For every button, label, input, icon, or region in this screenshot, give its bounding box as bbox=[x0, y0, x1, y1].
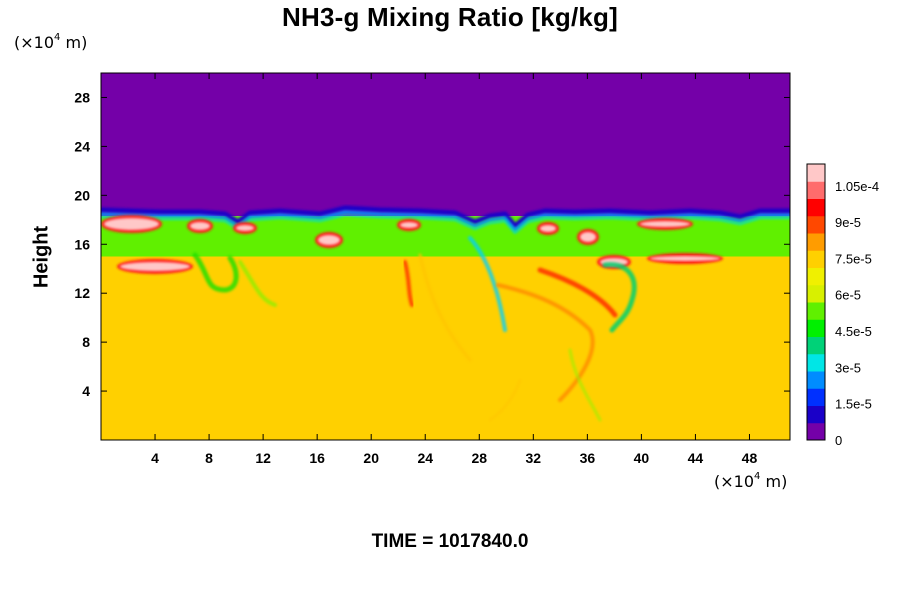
y-tick-label: 12 bbox=[74, 285, 90, 301]
colorbar-tick-label: 7.5e-5 bbox=[835, 251, 872, 266]
plume-1 bbox=[192, 252, 239, 293]
hot-core-11 bbox=[650, 256, 720, 261]
colorbar-tick-label: 3e-5 bbox=[835, 360, 861, 375]
x-tick-label: 48 bbox=[742, 450, 758, 466]
colorbar-segment bbox=[807, 388, 825, 406]
time-annotation: TIME = 1017840.0 bbox=[371, 531, 529, 552]
plume-6 bbox=[537, 267, 618, 318]
hot-core-6 bbox=[540, 225, 556, 232]
y-tick-label: 8 bbox=[82, 334, 90, 350]
colorbar-segment bbox=[807, 284, 825, 303]
boundary-dark bbox=[101, 205, 790, 229]
colorbar-tick-label: 1.5e-5 bbox=[835, 397, 872, 412]
boundary-blue bbox=[101, 210, 790, 232]
colorbar-frame bbox=[806, 163, 826, 441]
colorbar-segment bbox=[807, 267, 825, 286]
plume-7 bbox=[602, 262, 637, 333]
colorbar-tick-label: 9e-5 bbox=[835, 215, 861, 230]
colorbar-segment bbox=[807, 371, 825, 389]
colorbar-segment bbox=[807, 405, 825, 424]
x-tick-label: 4 bbox=[151, 450, 159, 466]
colorbar-tick-label: 6e-5 bbox=[835, 288, 861, 303]
colorbar-segment bbox=[807, 422, 825, 441]
hot-core-8 bbox=[640, 221, 690, 227]
hot-core-1 bbox=[104, 218, 159, 230]
hot-core-4 bbox=[318, 235, 340, 245]
colorbar-segment bbox=[807, 302, 825, 320]
field-region-3 bbox=[101, 256, 790, 440]
x-tick-label: 28 bbox=[471, 450, 487, 466]
colorbar-tick-label: 0 bbox=[835, 433, 842, 448]
hot-core-3 bbox=[236, 225, 254, 231]
plume-3 bbox=[418, 253, 472, 362]
colorbar-segment bbox=[807, 181, 825, 199]
field-structure bbox=[101, 205, 790, 422]
hot-core-7 bbox=[580, 232, 596, 242]
colorbar-segment bbox=[807, 164, 825, 182]
plume-2 bbox=[238, 260, 277, 307]
colorbar-segment bbox=[807, 336, 825, 355]
hot-core-2 bbox=[190, 222, 210, 230]
y-tick-label: 20 bbox=[74, 187, 90, 203]
x-tick-label: 12 bbox=[255, 450, 271, 466]
plume-9 bbox=[568, 348, 602, 422]
colorbar-tick-label: 1.05e-4 bbox=[835, 179, 879, 194]
x-tick-label: 24 bbox=[417, 450, 433, 466]
colorbar-segment bbox=[807, 198, 825, 217]
x-tick-label: 32 bbox=[526, 450, 542, 466]
x-unit-label: (×104 m) bbox=[714, 470, 788, 491]
colorbar-segment bbox=[807, 250, 825, 268]
x-tick-label: 20 bbox=[363, 450, 379, 466]
plot-frame bbox=[100, 72, 791, 441]
x-tick-label: 16 bbox=[309, 450, 325, 466]
field-region-1 bbox=[101, 73, 790, 217]
x-tick-label: 44 bbox=[688, 450, 704, 466]
colorbar-segment bbox=[807, 215, 825, 234]
hot-core-10 bbox=[120, 262, 190, 271]
plume-10 bbox=[489, 379, 521, 421]
colorbar-segment bbox=[807, 353, 825, 372]
colorbar-segment bbox=[807, 233, 825, 251]
y-unit-label: (×104 m) bbox=[14, 31, 88, 52]
hot-core-5 bbox=[400, 222, 418, 228]
x-tick-label: 40 bbox=[634, 450, 650, 466]
plume-4 bbox=[468, 236, 507, 332]
x-tick-label: 36 bbox=[580, 450, 596, 466]
y-tick-label: 16 bbox=[74, 236, 90, 252]
y-tick-label: 24 bbox=[74, 138, 90, 154]
y-tick-label: 4 bbox=[82, 383, 90, 399]
colorbar-segment bbox=[807, 319, 825, 337]
colorbar-tick-label: 4.5e-5 bbox=[835, 324, 872, 339]
x-tick-label: 8 bbox=[205, 450, 213, 466]
plume-8 bbox=[403, 260, 414, 307]
chart-title: NH3-g Mixing Ratio [kg/kg] bbox=[282, 2, 618, 32]
y-tick-label: 28 bbox=[74, 89, 90, 105]
